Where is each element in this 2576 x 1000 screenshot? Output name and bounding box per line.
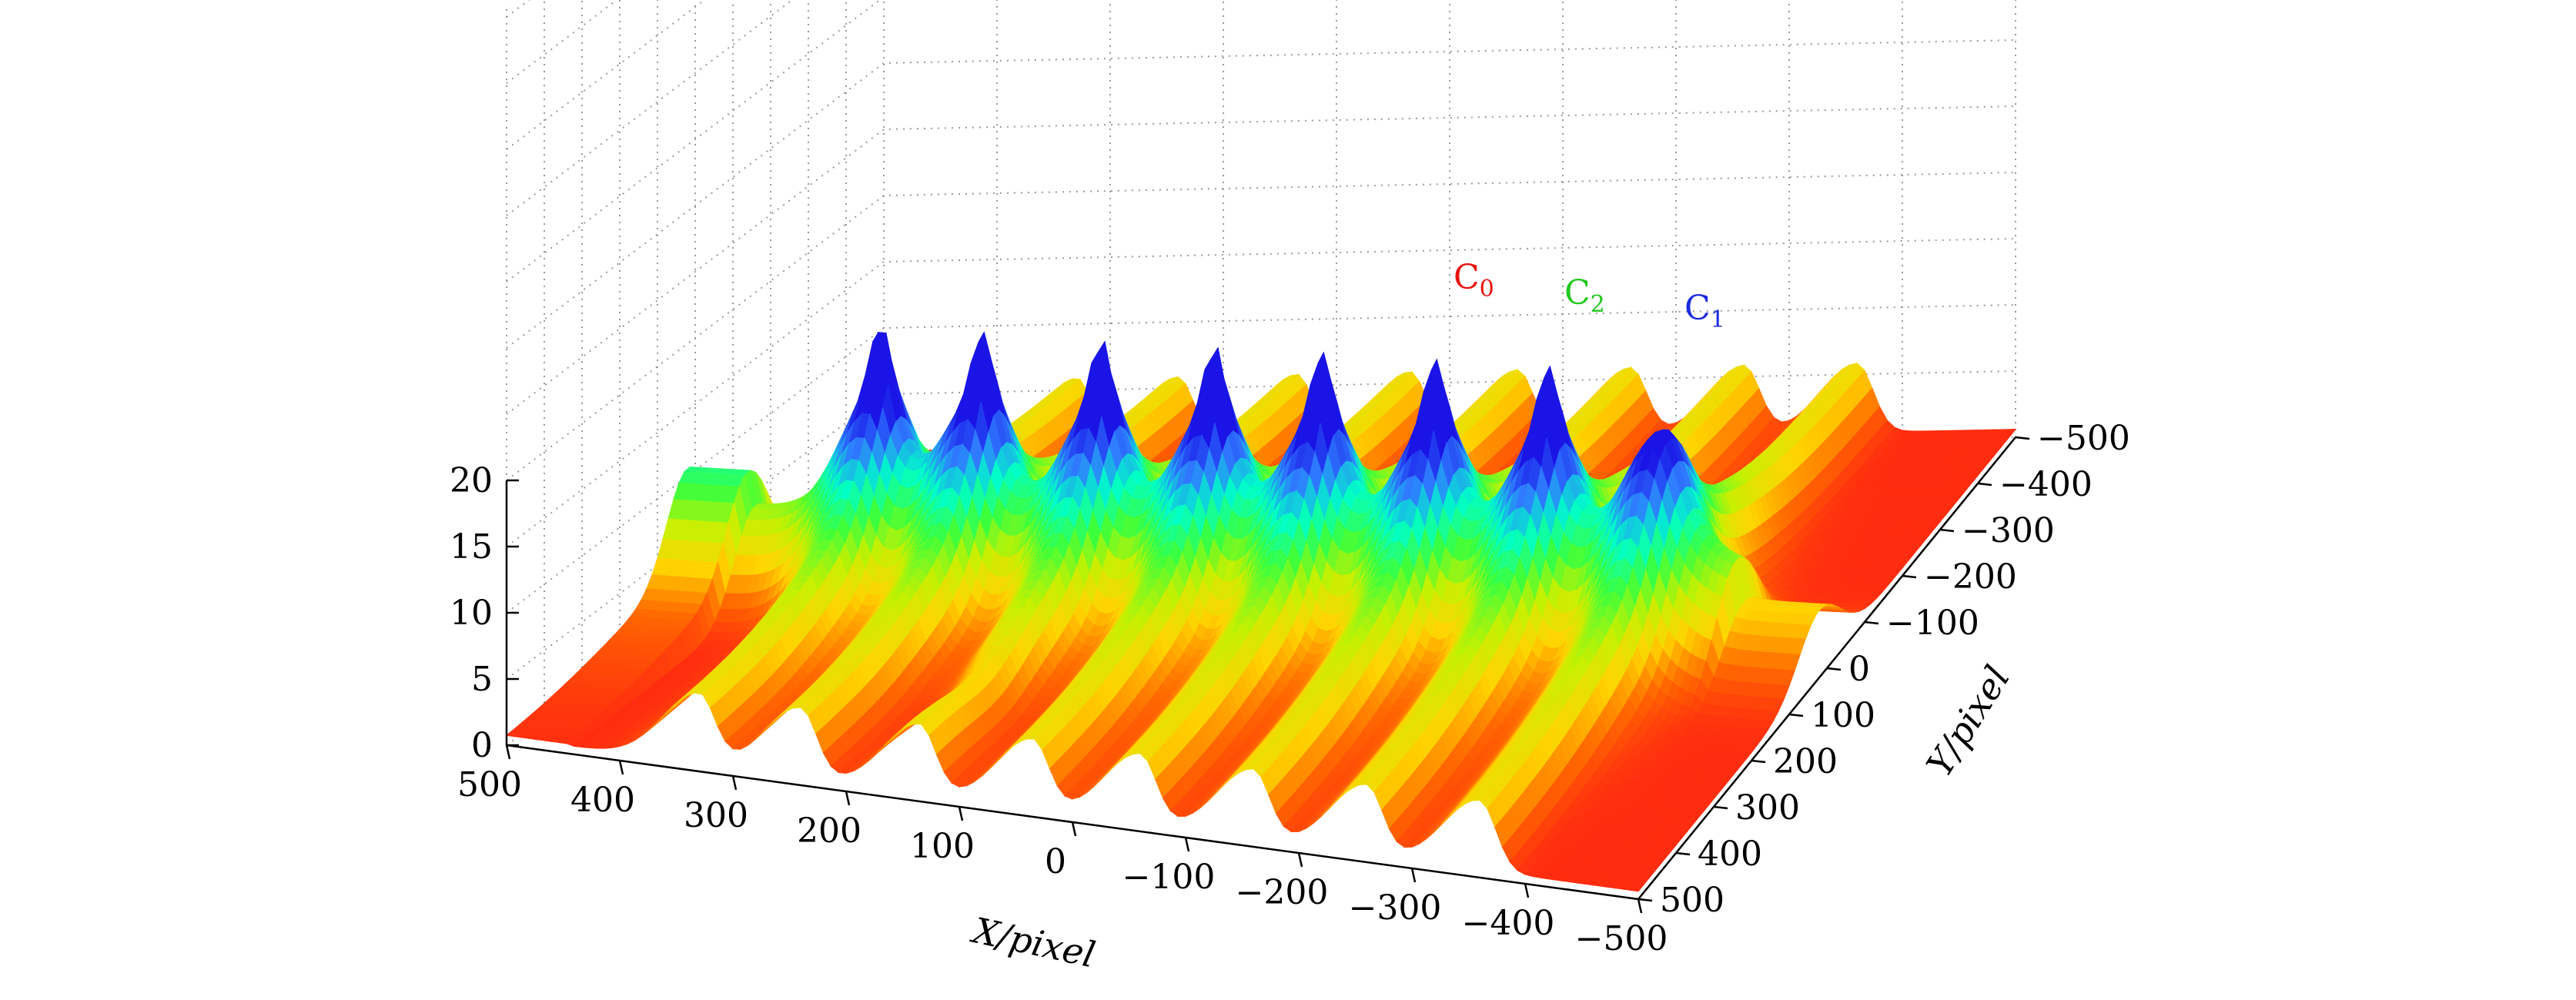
surface-plot [505,331,2017,892]
grid-line [506,304,2016,614]
grid-line [506,238,2016,547]
grid-line [506,0,530,18]
grid-line [506,39,2016,349]
grid-line [506,172,2016,481]
grid-line [506,105,2016,415]
